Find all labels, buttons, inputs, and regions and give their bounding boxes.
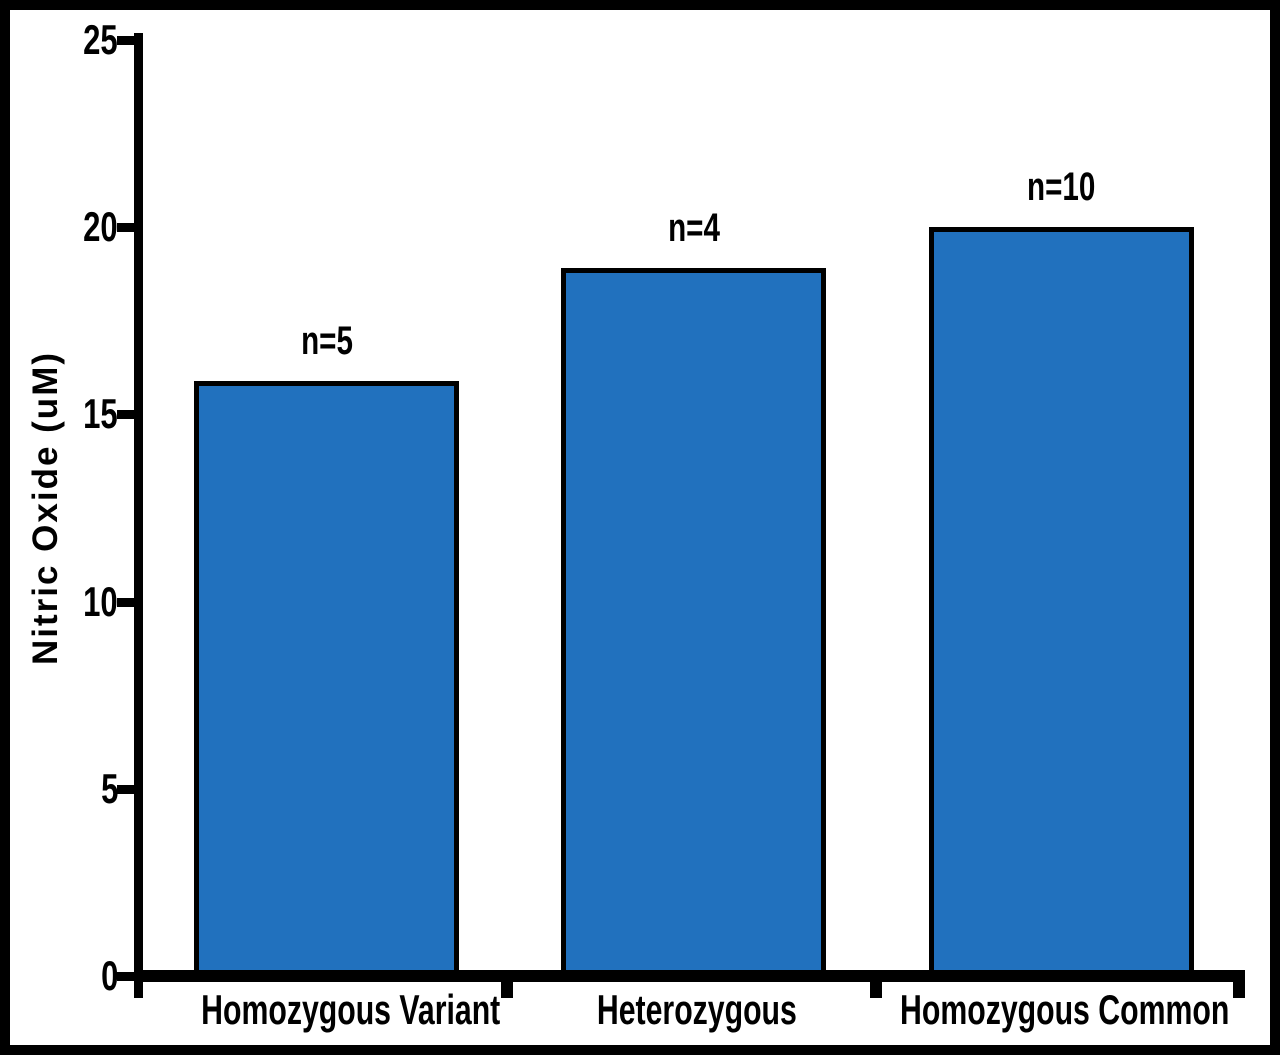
y-tick-text: 10: [83, 578, 118, 625]
y-tick-label: 0: [0, 954, 118, 998]
x-axis-end-tick: [1233, 970, 1245, 998]
x-axis-divider-tick: [870, 970, 882, 998]
x-axis-labels: Homozygous Variant Heterozygous Homozygo…: [143, 987, 1245, 1033]
bar-group: n=10: [878, 40, 1245, 976]
y-tick-mark: [117, 972, 134, 981]
bars-container: n=5 n=4 n=10: [143, 40, 1245, 976]
y-tick-text: 15: [83, 390, 118, 437]
bar-count-label: n=4: [659, 208, 729, 248]
y-tick-text: 0: [100, 952, 118, 999]
y-tick-text: 25: [83, 16, 118, 63]
bar-homozygous-variant: [194, 380, 460, 976]
bar-count-text: n=4: [668, 206, 720, 251]
plot-area: n=5 n=4 n=10: [134, 33, 1245, 982]
x-category-text: Homozygous Variant: [201, 986, 501, 1033]
y-tick-text: 20: [83, 203, 118, 250]
y-tick-label: 5: [0, 767, 118, 811]
y-tick-text: 5: [100, 765, 118, 812]
x-category-label: Homozygous Common: [836, 987, 1280, 1033]
bar-homozygous-common: [928, 227, 1194, 976]
y-tick-label: 25: [0, 18, 118, 62]
bar-count-label: n=10: [1015, 167, 1107, 207]
y-tick-label: 15: [0, 392, 118, 436]
bar-count-text: n=5: [300, 318, 353, 363]
bar-group: n=5: [143, 40, 510, 976]
x-category-label: Heterozygous: [558, 987, 836, 1033]
y-tick-label: 20: [0, 205, 118, 249]
bar-heterozygous: [561, 268, 827, 976]
y-tick-mark: [117, 785, 134, 794]
bar-group: n=4: [510, 40, 877, 976]
bar-count-text: n=10: [1027, 165, 1096, 210]
x-category-label: Homozygous Variant: [143, 987, 558, 1033]
y-tick-mark: [117, 598, 134, 607]
bar-count-label: n=5: [292, 321, 362, 361]
y-tick-mark: [117, 223, 134, 232]
y-tick-label: 10: [0, 580, 118, 624]
y-tick-mark: [117, 410, 134, 419]
x-category-text: Homozygous Common: [900, 986, 1230, 1033]
y-tick-mark: [117, 36, 134, 45]
x-axis-divider-tick: [501, 970, 513, 998]
y-axis-extension: [134, 970, 143, 998]
x-category-text: Heterozygous: [597, 986, 798, 1033]
